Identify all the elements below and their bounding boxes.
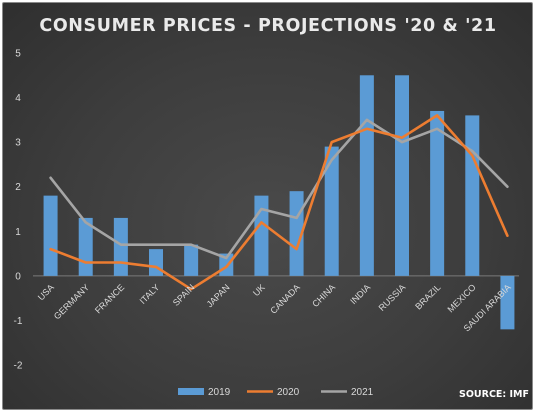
- chart-title: CONSUMER PRICES - PROJECTIONS '20 & '21: [39, 16, 496, 36]
- x-tick-label: BRAZIL: [413, 282, 442, 311]
- y-tick-label: 3: [15, 138, 21, 149]
- chart-legend: 2019 2020 2021: [178, 387, 374, 398]
- bar-2019-usa: [43, 195, 58, 276]
- y-tick-label: 2: [15, 182, 21, 193]
- bar-2019-france: [113, 217, 128, 276]
- legend-swatch-2019: [178, 388, 204, 395]
- bar-2019-india: [359, 75, 374, 276]
- x-tick-label: MEXICO: [446, 282, 478, 314]
- bar-2019-brazil: [430, 110, 445, 276]
- bar-2019-italy: [149, 249, 163, 276]
- x-tick-label: UK: [251, 282, 267, 298]
- bar-2019-mexico: [465, 115, 480, 276]
- legend-label-2019: 2019: [208, 387, 231, 398]
- y-tick-label: -2: [14, 361, 23, 372]
- bar-2019-russia: [395, 75, 409, 276]
- x-tick-label: CANADA: [268, 282, 302, 316]
- y-tick-label: 4: [15, 93, 21, 104]
- line-series-2020: [49, 114, 509, 291]
- source-label: SOURCE: IMF: [459, 389, 529, 400]
- y-tick-label: 0: [15, 271, 21, 282]
- y-tick-label: 1: [15, 227, 21, 238]
- x-tick-label: JAPAN: [205, 282, 232, 309]
- y-tick-label: 5: [15, 49, 21, 60]
- line-series: [49, 114, 509, 291]
- line-series-2021: [49, 118, 509, 260]
- x-tick-label: FRANCE: [93, 282, 126, 315]
- x-tick-label: USA: [36, 282, 56, 302]
- x-tick-label: INDIA: [348, 282, 372, 306]
- x-tick-label: CHINA: [310, 282, 337, 309]
- x-tick-label: RUSSIA: [377, 282, 408, 313]
- bar-2019-spain: [184, 244, 199, 276]
- x-tick-label: ITALY: [138, 282, 162, 306]
- bar-2019-saudi-arabia: [500, 275, 515, 330]
- y-tick-label: -1: [14, 316, 23, 327]
- chart-svg: CONSUMER PRICES - PROJECTIONS '20 & '21 …: [14, 16, 529, 400]
- x-tick-label: SPAIN: [171, 282, 197, 308]
- bar-2019-uk: [254, 195, 269, 276]
- y-axis-ticks: 5 4 3 2 1 0 -1 -2: [14, 49, 23, 372]
- bar-2019-china: [324, 146, 339, 276]
- x-tick-label: GERMANY: [52, 282, 91, 321]
- legend-label-2020: 2020: [277, 387, 300, 398]
- legend-label-2021: 2021: [351, 387, 374, 398]
